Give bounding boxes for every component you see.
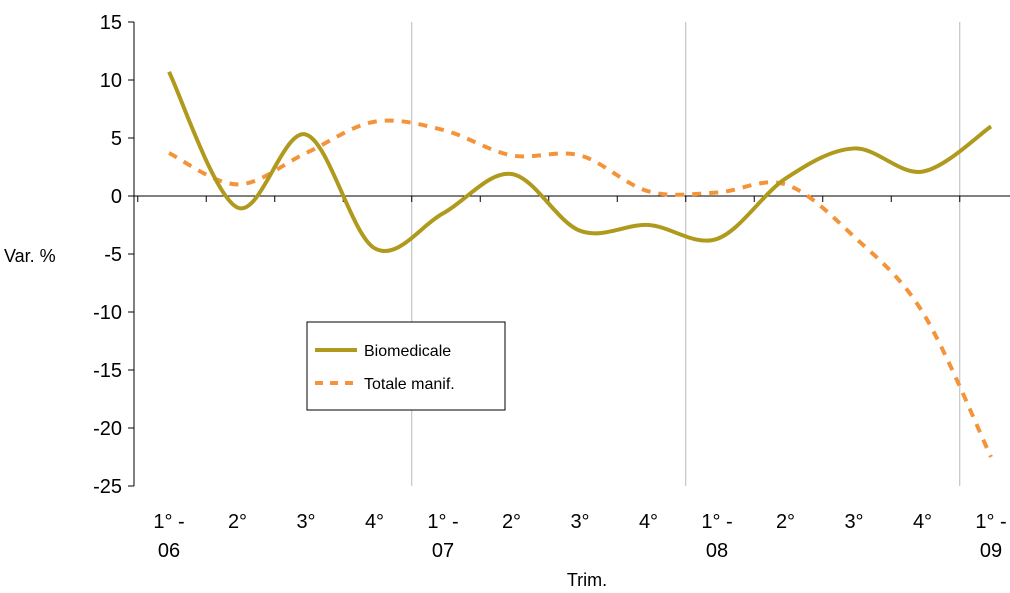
x-tick-label-year: 08 <box>706 540 728 562</box>
x-tick-label-year: 09 <box>980 540 1002 562</box>
grid-lines <box>411 22 961 486</box>
legend-box <box>306 321 506 411</box>
x-tick-label: 3° <box>296 511 315 533</box>
x-axis-title: Trim. <box>567 570 607 590</box>
y-tick-label: -25 <box>93 476 122 498</box>
x-tick-label-year: 06 <box>158 540 180 562</box>
x-tick-label: 4° <box>913 511 932 533</box>
x-tick-label: 1° - <box>153 511 184 533</box>
y-tick-label: -15 <box>93 360 122 382</box>
y-tick-label: 10 <box>100 70 122 92</box>
x-tick-label: 1° - <box>427 511 458 533</box>
legend-label-biomedicale: Biomedicale <box>364 343 451 360</box>
x-tick-labels: 1° - 06 2° 3° 4° 1° - 07 2° 3° 4° 1° - 08 2° 3° 4° 1° -… <box>153 511 1006 562</box>
x-tick-label: 4° <box>639 511 658 533</box>
x-tick-label: 4° <box>365 511 384 533</box>
y-tick-label: -10 <box>93 302 122 324</box>
axes <box>128 21 1010 487</box>
x-tick-label-year: 07 <box>432 540 454 562</box>
x-tick-label: 2° <box>502 511 521 533</box>
y-tick-label: -5 <box>104 244 122 266</box>
y-tick-labels: 15 10 5 0 -5 -10 -15 -20 -25 <box>93 12 122 498</box>
x-tick-label: 1° - <box>975 511 1006 533</box>
series-line-totale-manif <box>168 118 993 458</box>
series-lines <box>167 70 993 458</box>
y-tick-label: -20 <box>93 418 122 440</box>
x-tick-label: 3° <box>844 511 863 533</box>
series-line-biomedicale <box>167 70 993 253</box>
y-tick-label: 5 <box>111 128 122 150</box>
y-tick-label: 15 <box>100 12 122 34</box>
x-tick-label: 2° <box>776 511 795 533</box>
y-tick-label: 0 <box>111 186 122 208</box>
legend: Biomedicale Totale manif. <box>306 321 506 411</box>
y-axis-title: Var. % <box>4 246 56 266</box>
legend-label-totale-manif: Totale manif. <box>364 376 455 393</box>
x-tick-label: 1° - <box>701 511 732 533</box>
x-tick-label: 3° <box>570 511 589 533</box>
x-tick-label: 2° <box>228 511 247 533</box>
